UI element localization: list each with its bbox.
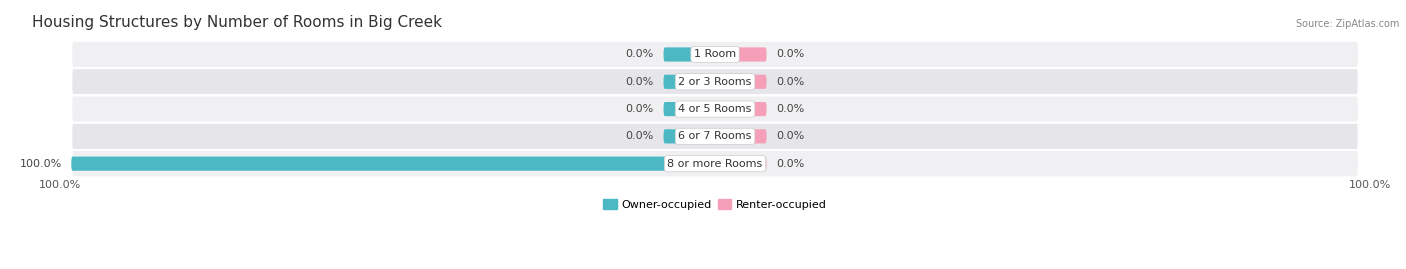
Text: 0.0%: 0.0% bbox=[776, 104, 804, 114]
Text: 0.0%: 0.0% bbox=[776, 77, 804, 87]
Text: 0.0%: 0.0% bbox=[776, 49, 804, 59]
Text: 4 or 5 Rooms: 4 or 5 Rooms bbox=[678, 104, 752, 114]
FancyBboxPatch shape bbox=[664, 47, 716, 62]
FancyBboxPatch shape bbox=[716, 157, 766, 171]
Text: 100.0%: 100.0% bbox=[1348, 180, 1391, 190]
FancyBboxPatch shape bbox=[664, 75, 716, 89]
Text: Source: ZipAtlas.com: Source: ZipAtlas.com bbox=[1295, 19, 1399, 29]
FancyBboxPatch shape bbox=[716, 129, 766, 143]
Text: 0.0%: 0.0% bbox=[626, 131, 654, 141]
Text: 0.0%: 0.0% bbox=[776, 131, 804, 141]
Text: 100.0%: 100.0% bbox=[20, 159, 62, 169]
Text: 0.0%: 0.0% bbox=[626, 49, 654, 59]
Text: 1 Room: 1 Room bbox=[695, 49, 737, 59]
FancyBboxPatch shape bbox=[72, 123, 1358, 150]
FancyBboxPatch shape bbox=[664, 129, 716, 143]
Text: 2 or 3 Rooms: 2 or 3 Rooms bbox=[678, 77, 752, 87]
FancyBboxPatch shape bbox=[72, 68, 1358, 95]
FancyBboxPatch shape bbox=[72, 150, 1358, 177]
FancyBboxPatch shape bbox=[72, 41, 1358, 68]
Legend: Owner-occupied, Renter-occupied: Owner-occupied, Renter-occupied bbox=[599, 195, 831, 214]
FancyBboxPatch shape bbox=[72, 157, 716, 171]
FancyBboxPatch shape bbox=[716, 75, 766, 89]
FancyBboxPatch shape bbox=[716, 102, 766, 116]
Text: 0.0%: 0.0% bbox=[776, 159, 804, 169]
FancyBboxPatch shape bbox=[72, 95, 1358, 123]
Text: 8 or more Rooms: 8 or more Rooms bbox=[668, 159, 762, 169]
Text: Housing Structures by Number of Rooms in Big Creek: Housing Structures by Number of Rooms in… bbox=[32, 15, 443, 30]
Text: 6 or 7 Rooms: 6 or 7 Rooms bbox=[678, 131, 752, 141]
Text: 100.0%: 100.0% bbox=[39, 180, 82, 190]
FancyBboxPatch shape bbox=[716, 47, 766, 62]
Text: 0.0%: 0.0% bbox=[626, 77, 654, 87]
FancyBboxPatch shape bbox=[664, 102, 716, 116]
Text: 0.0%: 0.0% bbox=[626, 104, 654, 114]
